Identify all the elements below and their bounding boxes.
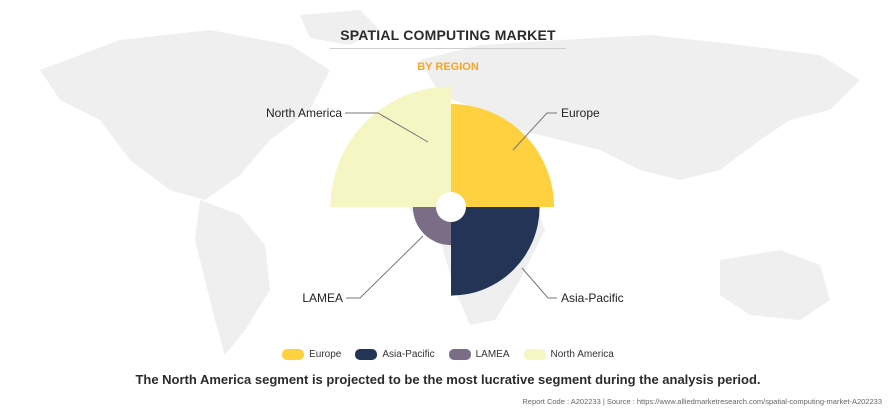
label-lamea: LAMEA [302,291,343,305]
slice-asia-pacific [451,207,540,296]
legend-item-lamea: LAMEA [448,349,510,360]
leader-line-lamea [346,235,424,299]
center-hole [436,192,466,222]
leader-line-asia-pacific [521,267,557,299]
title-divider [330,48,566,49]
legend-swatch-lamea [448,349,471,360]
legend-label-north-america: North America [550,349,614,360]
label-north-america: North America [266,106,342,120]
slice-north-america [330,86,451,207]
legend-item-north-america: North America [523,349,614,360]
legend-item-europe: Europe [282,349,341,360]
leader-line-europe [512,112,557,151]
label-europe: Europe [561,106,600,120]
legend-swatch-europe [282,349,305,360]
legend-item-asia-pacific: Asia-Pacific [355,349,435,360]
legend-swatch-asia-pacific [355,349,378,360]
chart-title: SPATIAL COMPUTING MARKET [340,27,556,43]
report-source-footer: Report Code : A202233 | Source : https:/… [522,397,882,406]
legend-label-asia-pacific: Asia-Pacific [382,349,435,360]
legend-label-lamea: LAMEA [475,349,510,360]
legend-swatch-north-america [523,349,546,360]
leader-line-north-america [345,112,429,143]
legend-label-europe: Europe [309,349,342,360]
label-asia-pacific: Asia-Pacific [561,291,624,305]
chart-caption: The North America segment is projected t… [135,372,761,387]
chart-legend: Europe Asia-Pacific LAMEA North America [0,349,896,360]
chart-subtitle: BY REGION [417,61,479,73]
slice-europe [451,104,554,207]
